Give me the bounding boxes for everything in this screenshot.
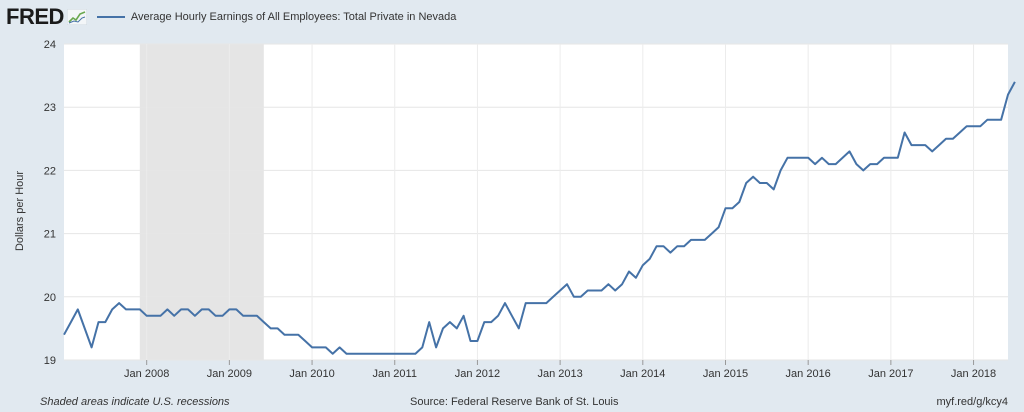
x-tick-label: Jan 2016 [786,368,831,380]
source-text[interactable]: Source: Federal Reserve Bank of St. Loui… [410,396,619,408]
y-tick-label: 22 [44,165,56,177]
x-tick-label: Jan 2018 [951,368,996,380]
fred-logo[interactable]: FRED [6,4,64,29]
y-tick-label: 24 [44,39,56,51]
recession-shading-layer [139,44,264,360]
gridlines [64,43,1008,361]
x-tick-label: Jan 2017 [868,368,913,380]
x-tick-label: Jan 2015 [703,368,748,380]
x-tick-label: Jan 2013 [537,368,582,380]
x-tick-label: Jan 2011 [373,368,417,380]
y-tick-label: 19 [44,355,56,367]
series-layer [63,81,1016,355]
x-axis-ticks: Jan 2008 Jan 2009 Jan 2010 Jan 2011 Jan 2012… [124,360,996,380]
header: FRED Average Hourly Earnings of All Empl… [6,4,456,30]
recession-band [139,44,264,360]
x-tick-label: Jan 2010 [289,368,334,380]
footer: Shaded areas indicate U.S. recessions So… [0,394,1024,412]
series-line [63,81,1016,355]
recession-note: Shaded areas indicate U.S. recessions [40,396,230,408]
y-axis-ticks: 19 20 21 22 23 24 [44,39,56,367]
y-tick-label: 20 [44,292,56,304]
line-chart-icon [66,9,87,25]
short-url[interactable]: myf.red/g/kcy4 [936,396,1008,408]
legend-swatch [96,16,125,18]
x-tick-label: Jan 2012 [455,368,500,380]
y-tick-label: 23 [44,102,56,114]
y-axis-title: Dollars per Hour [14,171,26,251]
x-tick-label: Jan 2009 [207,368,252,380]
legend-label[interactable]: Average Hourly Earnings of All Employees… [130,11,457,23]
x-tick-label: Jan 2014 [620,368,665,380]
y-tick-label: 21 [44,229,56,241]
x-tick-label: Jan 2008 [124,368,169,380]
